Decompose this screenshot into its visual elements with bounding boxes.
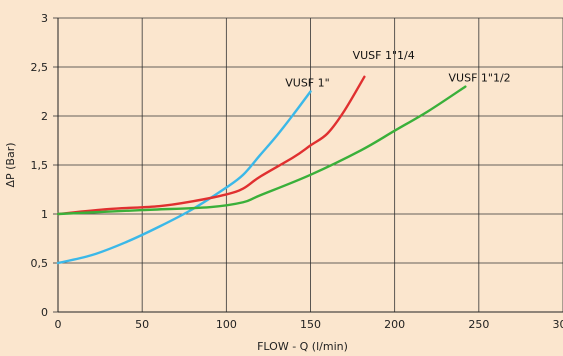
x-tick-label: 300	[553, 318, 563, 331]
axes: 0 50 100 150 200 250 300 0 0,5 1 1,5 2 2,5 3	[31, 12, 563, 331]
x-tick-label: 50	[135, 318, 149, 331]
series-line-1	[56, 75, 366, 216]
x-tick-label: 0	[55, 318, 62, 331]
series-labels: VUSF 1" VUSF 1"1/4 VUSF 1"1/2	[285, 49, 510, 89]
y-tick-label: 1	[41, 208, 48, 221]
grid	[57, 17, 563, 313]
y-axis-title: ΔP (Bar)	[4, 142, 17, 187]
x-axis-title: FLOW - Q (l/min)	[257, 340, 348, 353]
x-tick-label: 100	[216, 318, 237, 331]
series-line-2	[56, 85, 467, 216]
y-tick-label: 1,5	[31, 159, 49, 172]
series-lines	[56, 75, 467, 265]
x-tick-label: 200	[384, 318, 405, 331]
y-tick-label: 0	[41, 306, 48, 319]
y-tick-label: 2,5	[31, 61, 49, 74]
series-label-0: VUSF 1"	[285, 77, 329, 90]
series-label-1: VUSF 1"1/4	[353, 49, 415, 62]
y-tick-label: 2	[41, 110, 48, 123]
x-tick-label: 150	[300, 318, 321, 331]
x-tick-label: 250	[468, 318, 489, 331]
series-label-2: VUSF 1"1/2	[449, 72, 511, 85]
series-line-0	[56, 90, 312, 265]
y-tick-label: 0,5	[31, 257, 49, 270]
y-tick-label: 3	[41, 12, 48, 25]
